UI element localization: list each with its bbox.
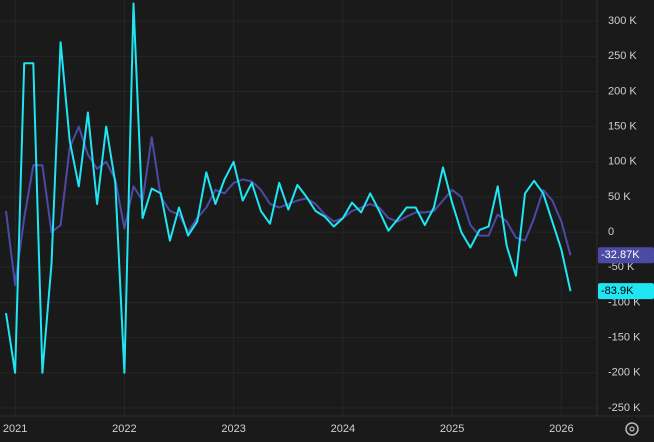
- x-tick-label: 2025: [440, 423, 464, 435]
- y-tick-label: -150 K: [608, 332, 641, 344]
- x-tick-label: 2021: [3, 423, 27, 435]
- last-value-label: -83.9K: [601, 285, 634, 297]
- line-series: [5, 2, 572, 374]
- gear-center[interactable]: [629, 426, 635, 432]
- x-tick-label: 2023: [221, 423, 245, 435]
- y-tick-label: -50 K: [608, 261, 635, 273]
- line-series: [5, 125, 572, 286]
- x-tick-label: 2024: [331, 423, 355, 435]
- last-value-box: [598, 283, 654, 300]
- y-tick-label: 250 K: [608, 50, 637, 62]
- y-tick-label: 150 K: [608, 121, 637, 133]
- y-tick-label: -200 K: [608, 367, 641, 379]
- y-tick-label: -100 K: [608, 296, 641, 308]
- y-tick-label: 0: [608, 226, 614, 238]
- y-tick-label: -250 K: [608, 402, 641, 414]
- y-tick-label: 200 K: [608, 85, 637, 97]
- settings-button[interactable]: [625, 422, 639, 436]
- last-value-label: -32.87K: [601, 249, 640, 261]
- y-tick-label: 300 K: [608, 15, 637, 27]
- gear[interactable]: [625, 422, 639, 436]
- x-tick-label: 2026: [549, 423, 573, 435]
- last-value-box: [598, 247, 654, 264]
- y-tick-label: 100 K: [608, 156, 637, 168]
- x-tick-label: 2022: [112, 423, 136, 435]
- y-tick-label: 50 K: [608, 191, 631, 203]
